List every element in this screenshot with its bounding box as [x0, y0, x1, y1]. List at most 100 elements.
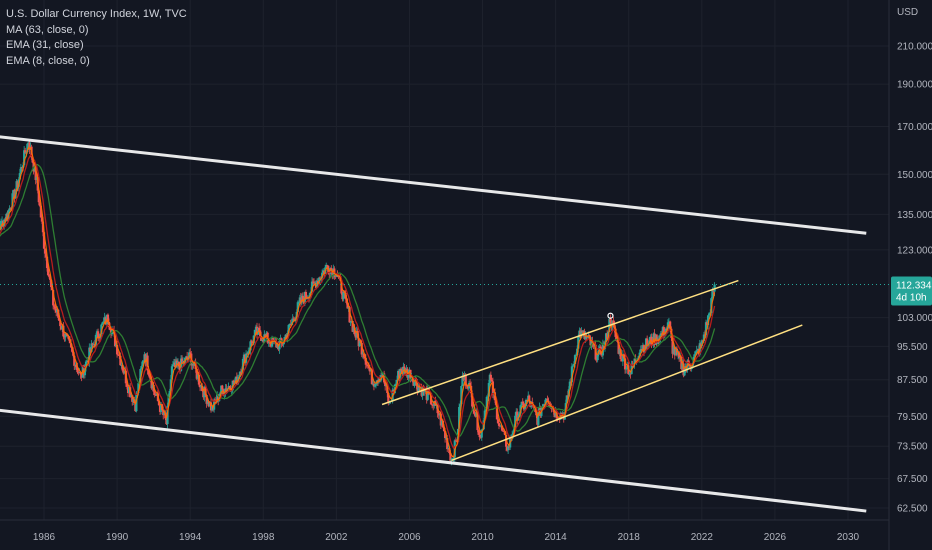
drawings-layer[interactable] [0, 135, 867, 513]
x-tick-label: 2006 [398, 532, 421, 543]
candle-body [460, 386, 463, 405]
candle-body [153, 391, 156, 396]
candle-body [253, 329, 256, 336]
candle-body [150, 380, 153, 389]
candle-body [46, 268, 50, 276]
candle-body [441, 420, 445, 428]
candle-body [695, 350, 698, 352]
candle-body [48, 276, 52, 280]
candle-body [139, 368, 142, 383]
candle-body [38, 202, 41, 206]
candle-body [50, 279, 53, 288]
candle-body [478, 434, 481, 438]
candle-body [228, 386, 231, 388]
candle-body [519, 405, 522, 414]
candle-body [272, 337, 275, 343]
candle-body [680, 357, 683, 370]
candle-body [69, 343, 73, 348]
candle-body [367, 365, 370, 369]
candle-body [106, 314, 110, 323]
candle-body [167, 395, 170, 406]
candle-body [137, 383, 140, 393]
candle-body [596, 354, 599, 361]
y-tick-label: 150.000 [897, 170, 932, 181]
candle-body [349, 321, 352, 323]
candle-body [483, 410, 486, 421]
candle-body [54, 306, 57, 309]
chart-legend: U.S. Dollar Currency Index, 1W, TVC MA (… [6, 7, 187, 69]
chart-title[interactable]: U.S. Dollar Currency Index, 1W, TVC [6, 8, 187, 20]
candle-body [380, 375, 384, 377]
candle-body [186, 356, 189, 360]
candle-body [486, 396, 489, 398]
candle-body [572, 363, 576, 366]
candle-body [473, 410, 476, 414]
candle-body [119, 355, 122, 366]
x-tick-label: 1998 [252, 532, 275, 543]
candle-body [180, 358, 184, 364]
candle-body [451, 458, 454, 460]
candle-body [570, 366, 573, 383]
candle-body [480, 429, 483, 438]
candle-body [59, 320, 62, 327]
ema31-line [0, 154, 716, 450]
candle-body [639, 349, 642, 353]
candle-body [342, 291, 345, 300]
channel-line[interactable] [0, 135, 867, 235]
candle-body [573, 355, 577, 364]
candle-body [442, 427, 446, 431]
candle-body [443, 430, 447, 439]
y-tick-label: 190.000 [897, 80, 932, 91]
candle-body [301, 295, 304, 301]
candle-body [575, 355, 578, 356]
trend-line[interactable] [451, 324, 803, 462]
candle-body [365, 364, 368, 366]
candle-body [704, 322, 708, 336]
y-tick-label: 123.000 [897, 245, 932, 256]
candle-body [671, 337, 674, 354]
candle-body [490, 379, 493, 382]
candle-body [360, 342, 363, 355]
candle-body [426, 389, 429, 400]
indicator-ma63[interactable]: MA (63, close, 0) [6, 23, 89, 36]
channel-line[interactable] [0, 408, 867, 513]
candle-body [52, 289, 55, 306]
candle-body [326, 265, 329, 266]
candle-body [633, 358, 636, 365]
candle-body [297, 302, 300, 303]
candle-body [34, 165, 37, 180]
candle-body [693, 354, 696, 357]
indicator-ema31[interactable]: EMA (31, close) [6, 39, 84, 51]
candle-body [304, 292, 308, 299]
candle-body [96, 331, 100, 338]
time-axis[interactable]: 1986 1990 1994 1998 2002 2006 2010 2014 2018 2022… [33, 532, 860, 543]
candle-body [47, 275, 51, 277]
candle-body [44, 253, 48, 257]
candle-body [546, 398, 549, 401]
indicator-ema8[interactable]: EMA (8, close, 0) [6, 54, 90, 67]
candle-body [619, 349, 622, 360]
candle-body [353, 327, 356, 335]
price-axis[interactable]: 210.000 190.000 170.000 150.000 135.000 123.0… [897, 7, 932, 515]
candle-body [638, 352, 641, 357]
candle-body [278, 341, 281, 350]
candle-body [24, 150, 27, 154]
candle-body [523, 406, 527, 410]
candle-body [468, 383, 472, 386]
candle-body [373, 384, 377, 387]
candle-body [198, 384, 202, 388]
candle-body [617, 342, 620, 354]
candle-body [345, 298, 348, 303]
candle-body [384, 382, 387, 387]
candle-body [348, 307, 351, 323]
candle-body [706, 315, 710, 326]
candle-body [700, 340, 703, 347]
candle-body [667, 321, 671, 323]
candle-body [148, 374, 151, 378]
candle-body [662, 327, 665, 336]
candle-body [84, 361, 88, 368]
trend-line[interactable] [381, 279, 739, 406]
candle-body [39, 205, 42, 218]
